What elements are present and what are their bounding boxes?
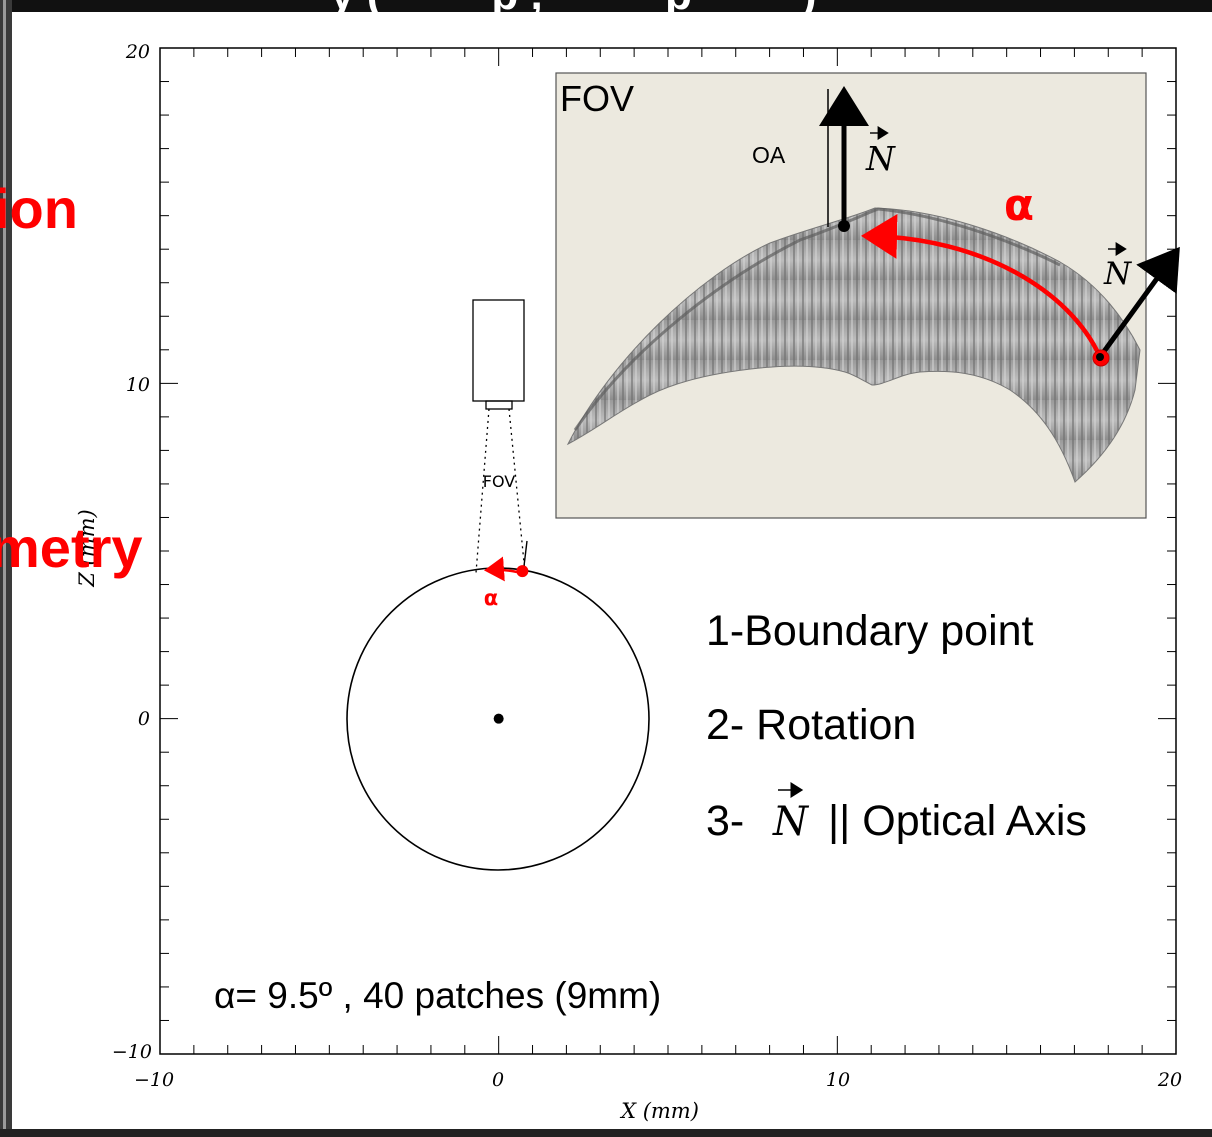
y-tick-label: −10 — [112, 1041, 152, 1063]
oa-label: OA — [752, 142, 786, 168]
x-tick-label: 20 — [1157, 1069, 1182, 1091]
x-axis-title: X (mm) — [619, 1099, 699, 1123]
alpha-note: α= 9.5º , 40 patches (9mm) — [214, 975, 661, 1016]
header-fragment: y ( p , p ) — [330, 0, 817, 12]
y-axis-title: Z (mm) — [75, 509, 99, 587]
surface-normal-small — [523, 540, 528, 567]
bottom-strip — [0, 1129, 1212, 1137]
right-point-core — [1096, 353, 1104, 361]
left-edge — [0, 0, 12, 1137]
normal-arrow-right — [1097, 246, 1180, 359]
y-tick-label: 10 — [126, 374, 150, 396]
alpha-label-small: α — [484, 586, 498, 610]
lens-surface-ridge — [573, 207, 1061, 431]
center-point — [493, 713, 504, 724]
x-tick-label: 0 — [492, 1069, 504, 1091]
header-strip: y ( p , p ) — [0, 0, 1212, 12]
boundary-point — [516, 565, 529, 578]
y-tick-label: 0 — [138, 708, 150, 730]
step-1-text: 1-Boundary point — [706, 607, 1034, 655]
left-edge-inner — [3, 0, 6, 1137]
x-tick-label: 10 — [826, 1069, 850, 1091]
step-3-suffix: || Optical Axis — [828, 797, 1087, 845]
normal-symbol-step: N — [772, 799, 810, 845]
alpha-label-inset: α — [1004, 180, 1034, 231]
x-tick-label: −10 — [134, 1069, 174, 1091]
top-point — [838, 220, 850, 232]
axis-ticks — [159, 47, 1177, 1055]
side-fragment-bottom: metry — [0, 516, 143, 579]
y-tick-label: 20 — [125, 41, 150, 63]
normal-symbol-right: N — [1103, 256, 1133, 292]
step-3-text: 3- — [706, 797, 744, 845]
rotation-arc — [861, 214, 1103, 358]
rotation-arrow-small — [484, 556, 518, 582]
inset-fov-label: FOV — [560, 78, 634, 119]
fov-label: FOV — [483, 472, 516, 491]
side-fragment-top: ion — [0, 177, 78, 240]
normal-symbol-top: N — [865, 139, 896, 178]
camera-icon — [472, 299, 525, 410]
step-2-text: 2- Rotation — [706, 701, 916, 749]
